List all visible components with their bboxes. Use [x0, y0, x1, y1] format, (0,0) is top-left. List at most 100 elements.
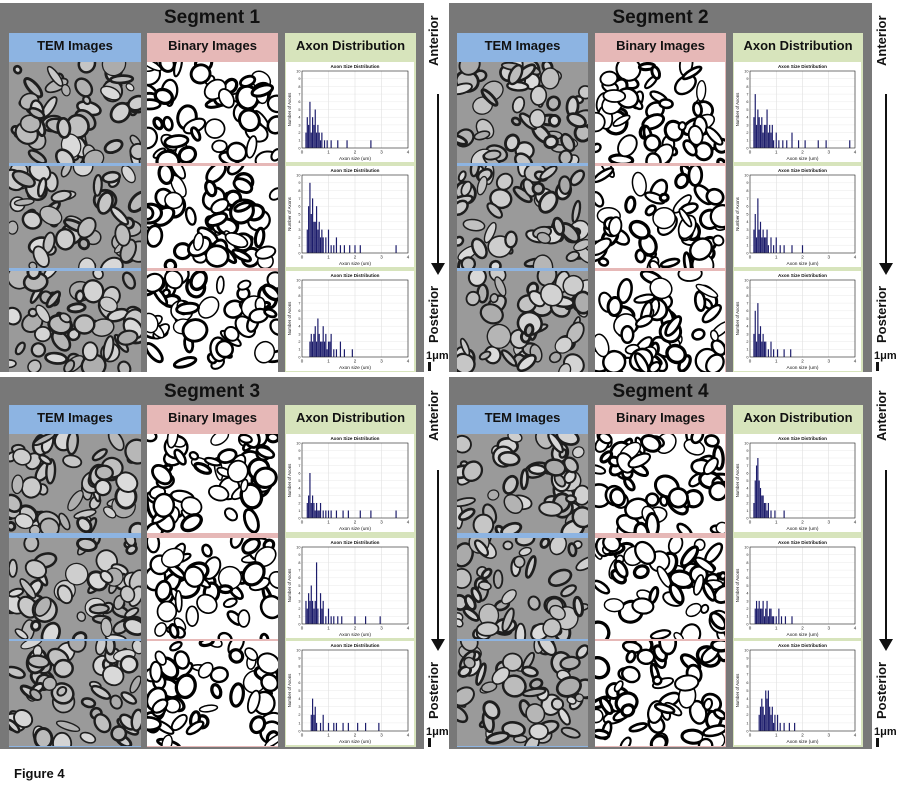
plot-frame	[301, 174, 409, 254]
y-tick-label: 1	[298, 615, 300, 619]
y-tick-label: 6	[746, 471, 748, 475]
histogram-bar	[322, 237, 324, 253]
y-tick-label: 5	[746, 689, 748, 693]
histogram-bar	[321, 341, 323, 357]
histogram-bar	[765, 341, 767, 357]
histogram-bar	[319, 341, 322, 357]
axon-size-chart: Axon Size Distribution 0 1 2 3 4 0 1 2 3 4 5 6 7 8 9 10 A…	[286, 434, 414, 532]
histogram-bar	[322, 510, 324, 518]
histogram-bar	[343, 349, 345, 357]
y-tick-label: 0	[298, 622, 300, 626]
y-tick-label: 0	[746, 251, 748, 255]
y-tick-label: 5	[746, 108, 748, 112]
y-tick-label: 9	[298, 553, 300, 557]
histogram-bar	[761, 698, 763, 731]
histogram-bar	[762, 333, 764, 357]
histogram-bar	[342, 510, 344, 518]
binary-micrograph	[147, 641, 278, 746]
histogram-bar	[761, 495, 763, 518]
histogram-bar	[771, 616, 773, 624]
histogram-bar	[782, 140, 784, 148]
histogram-bar	[849, 140, 851, 148]
y-tick-label: 0	[298, 729, 300, 733]
histogram-bar	[755, 124, 758, 148]
y-tick-label: 8	[298, 294, 300, 298]
x-tick-label: 0	[301, 359, 304, 364]
y-tick-label: 9	[746, 449, 748, 453]
histogram-bar	[753, 117, 755, 148]
x-tick-label: 3	[380, 150, 383, 155]
histogram-bar	[325, 333, 327, 357]
histogram-bar	[758, 333, 760, 357]
histogram-bar	[769, 124, 771, 148]
x-tick-label: 1	[775, 255, 778, 260]
y-axis-label: Number of Axons	[735, 196, 740, 230]
x-tick-label: 4	[407, 359, 410, 364]
tem-micrograph	[457, 641, 588, 746]
histogram-bar	[754, 94, 756, 148]
chart-svg: Axon Size Distribution 0 1 2 3 4 0 1 2 3 4 5 6 7 8 9 10 A…	[735, 168, 857, 267]
x-tick-label: 4	[854, 626, 857, 631]
histogram-bar	[778, 608, 780, 624]
y-tick-label: 1	[746, 615, 748, 619]
histogram-bar	[305, 600, 307, 624]
y-tick-label: 9	[298, 449, 300, 453]
chart-svg: Axon Size Distribution 0 1 2 3 4 0 1 2 3 4 5 6 7 8 9 10 A…	[287, 540, 410, 638]
histogram-bar	[761, 608, 763, 624]
axon-size-chart: Axon Size Distribution 0 1 2 3 4 0 1 2 3 4 5 6 7 8 9 10 A…	[734, 166, 861, 267]
direction-arrow-line	[885, 94, 887, 264]
x-tick-label: 0	[301, 255, 304, 260]
plot-frame	[749, 546, 856, 625]
histogram-bar	[314, 510, 316, 518]
scale-bar-icon	[876, 362, 879, 371]
histogram-bar	[757, 109, 759, 148]
y-tick-label: 9	[298, 181, 300, 185]
direction-arrow-line	[885, 470, 887, 640]
histogram-bar	[765, 503, 767, 518]
histogram-bar	[314, 706, 316, 731]
histogram-bar	[313, 714, 315, 731]
x-tick-label: 1	[327, 150, 330, 155]
x-tick-label: 4	[854, 359, 857, 364]
histogram-bar	[791, 245, 793, 253]
histogram-bar	[763, 714, 766, 731]
tem-micrograph	[457, 538, 588, 639]
histogram-bar	[313, 333, 315, 357]
histogram-bar	[763, 124, 766, 148]
y-tick-label: 7	[298, 569, 300, 573]
histogram-bar	[312, 198, 314, 253]
histogram-bar	[322, 326, 324, 357]
x-tick-label: 4	[407, 520, 410, 525]
binary-micrograph	[147, 62, 278, 163]
histogram-bar	[306, 503, 308, 518]
binary-micrograph	[147, 434, 278, 533]
x-tick-label: 1	[327, 626, 330, 631]
histogram-bar	[754, 214, 756, 253]
y-tick-label: 1	[298, 244, 300, 248]
y-tick-label: 8	[746, 665, 748, 669]
histogram-bar	[395, 510, 397, 518]
histogram-bar	[310, 585, 312, 624]
histogram-bar	[769, 706, 771, 731]
y-tick-label: 8	[746, 561, 748, 565]
histogram-bar	[762, 229, 764, 253]
histogram-bar	[314, 221, 316, 253]
x-axis-label: Axon size (um)	[339, 156, 371, 162]
histogram-bar	[774, 714, 776, 731]
histogram-bar	[378, 722, 380, 731]
x-tick-label: 2	[354, 733, 357, 738]
y-tick-label: 4	[746, 592, 748, 596]
plot-frame	[301, 70, 409, 149]
histogram-bar	[753, 333, 755, 357]
y-tick-label: 7	[746, 93, 748, 97]
plot-frame	[749, 442, 856, 519]
y-tick-label: 3	[746, 228, 748, 232]
y-tick-label: 8	[746, 456, 748, 460]
histogram-bar	[773, 245, 775, 253]
axon-size-chart: Axon Size Distribution 0 1 2 3 4 0 1 2 3 4 5 6 7 8 9 10 A…	[734, 434, 861, 532]
histogram-bar	[315, 132, 318, 148]
y-tick-label: 7	[298, 302, 300, 306]
histogram-bar	[327, 510, 330, 518]
histogram-bar	[762, 600, 764, 624]
histogram-bar	[773, 140, 775, 148]
